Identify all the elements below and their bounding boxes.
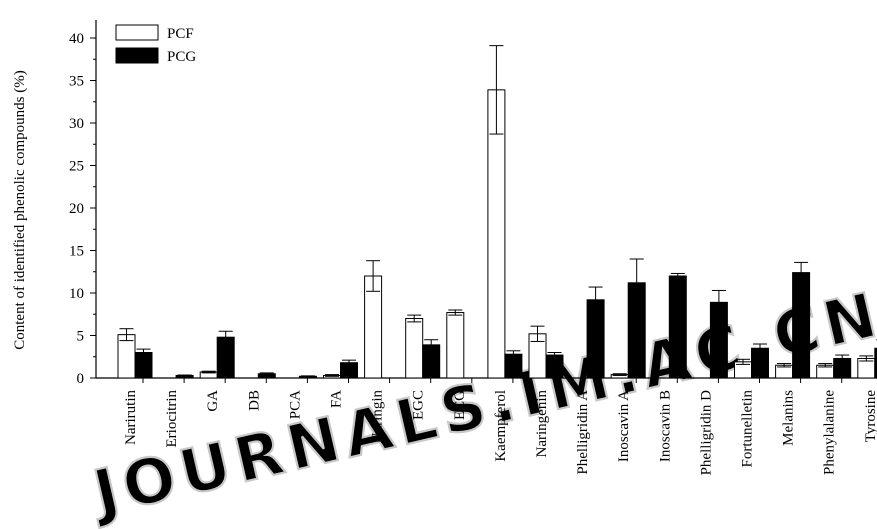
y-tick-label: 15	[69, 244, 84, 260]
y-axis-label: Content of identified phenolic compounds…	[12, 70, 28, 350]
bar-pcf	[405, 318, 424, 379]
category-label: ECG	[452, 390, 468, 420]
y-tick-label: 20	[69, 201, 84, 217]
bar-pcg	[545, 354, 564, 379]
category-label: FA	[329, 390, 345, 408]
y-tick-label: 5	[77, 329, 85, 345]
category-label: Phelligridin D	[698, 390, 714, 476]
category-label: Inoscavin B	[657, 390, 673, 462]
category-label: Melanins	[781, 390, 797, 446]
category-label: Tyrosine	[863, 390, 877, 443]
y-tick-label: 10	[69, 286, 84, 302]
category-label: Naringin	[370, 390, 386, 444]
y-tick-label: 25	[69, 159, 84, 175]
legend: PCF PCG	[115, 24, 196, 65]
bar-pcf	[446, 312, 465, 379]
watermark: JOURNALS.IM.AC.CN	[82, 276, 877, 529]
category-label: DB	[246, 390, 262, 411]
legend-swatch-pcg	[115, 47, 159, 64]
category-label: Phelligridin A	[575, 390, 591, 475]
category-label: Phenylalanine	[822, 390, 838, 475]
category-label: Eriocitrin	[164, 390, 180, 448]
legend-swatch-pcf	[115, 24, 159, 41]
category-label: Narirutin	[123, 390, 139, 445]
y-tick-label: 0	[77, 371, 85, 387]
category-label: Fortunelletin	[740, 390, 756, 468]
legend-label-pcg: PCG	[167, 49, 196, 65]
bar-pcg	[792, 272, 811, 379]
category-label: EGC	[411, 390, 427, 420]
category-label: PCA	[287, 390, 303, 419]
y-tick-label: 40	[69, 31, 84, 47]
y-tick-label: 30	[69, 116, 84, 132]
category-label: GA	[205, 390, 221, 412]
bars	[117, 45, 877, 379]
bar-pcg	[874, 347, 877, 379]
y-tick-label: 35	[69, 74, 84, 90]
category-label: Inoscavin A	[616, 390, 632, 462]
legend-label-pcf: PCF	[167, 26, 194, 42]
watermark-text: JOURNALS.IM.AC.CN	[83, 277, 877, 529]
category-label: Naringenin	[534, 390, 550, 458]
category-label: Kaempferol	[493, 390, 509, 462]
bar-pcg	[668, 275, 687, 379]
tick-labels: 0 5 10 15 20 25 30 35 40 Narirutin Eriocitrin GA DB P…	[69, 31, 877, 475]
bar-pcf	[117, 334, 136, 379]
